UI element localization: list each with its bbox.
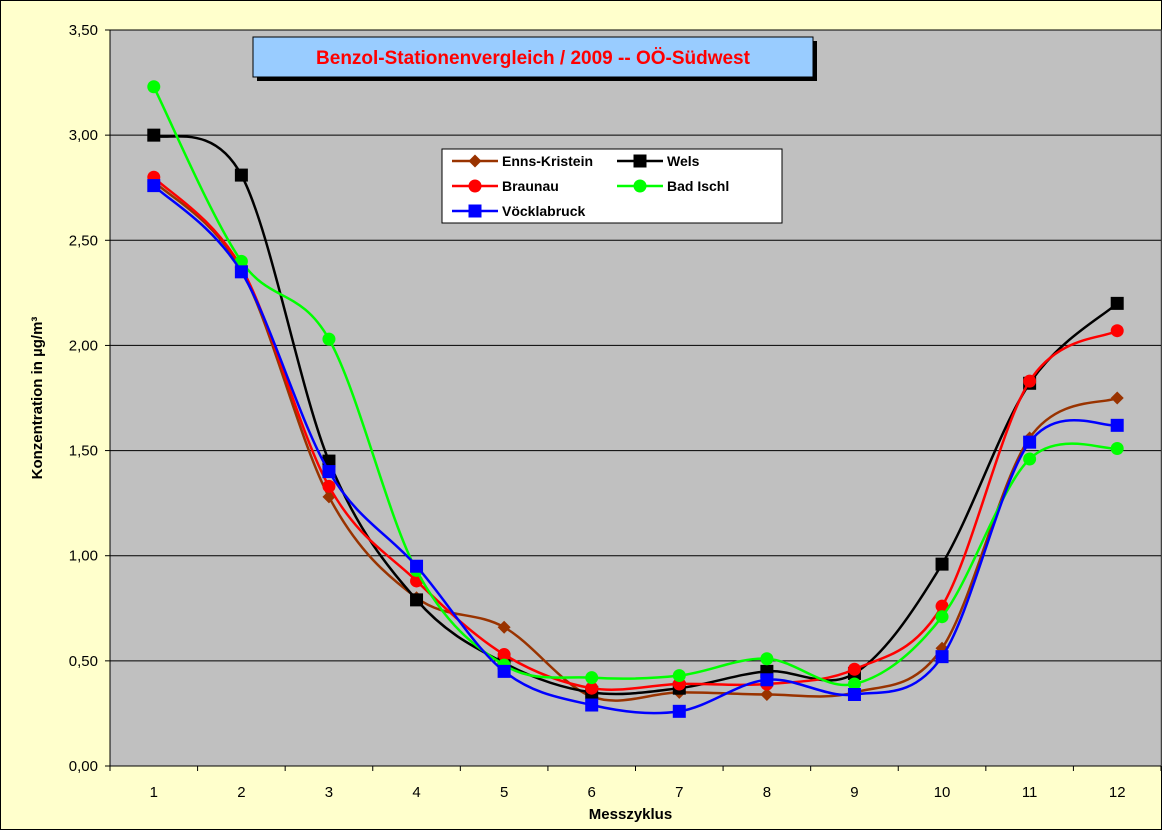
data-point-wels bbox=[234, 168, 248, 182]
x-tick-label: 9 bbox=[850, 784, 858, 801]
legend-marker-v-cklabruck bbox=[468, 204, 482, 218]
legend-label-wels: Wels bbox=[667, 153, 700, 169]
x-tick-label: 7 bbox=[675, 784, 683, 801]
y-tick-label: 0,00 bbox=[69, 758, 98, 775]
series-line-v-cklabruck bbox=[152, 184, 1118, 715]
data-point-v-cklabruck bbox=[760, 673, 774, 687]
data-point-wels bbox=[1110, 296, 1124, 310]
data-point-bad-ischl bbox=[760, 652, 774, 666]
x-tick-label: 3 bbox=[325, 784, 333, 801]
data-point-braunau bbox=[1110, 324, 1124, 338]
data-point-v-cklabruck bbox=[410, 559, 424, 573]
x-tick-label: 8 bbox=[763, 784, 771, 801]
series-line-bad-ischl bbox=[152, 86, 1118, 687]
series-line-enns-kristein bbox=[152, 180, 1118, 702]
x-tick-label: 2 bbox=[237, 784, 245, 801]
legend: Enns-Kristein Wels Braunau Bad Ischl Vöcklab… bbox=[441, 148, 783, 224]
chart-title-text: Benzol-Stationenvergleich / 2009 -- OÖ-S… bbox=[316, 48, 751, 69]
legend-label-v-cklabruck: Vöcklabruck bbox=[502, 203, 585, 219]
y-tick-label: 1,50 bbox=[69, 443, 98, 460]
x-axis-label: Messzyklus bbox=[589, 806, 672, 823]
y-tick-label: 3,00 bbox=[69, 127, 98, 144]
legend-marker-bad-ischl bbox=[633, 179, 647, 193]
data-point-braunau bbox=[585, 681, 599, 695]
data-point-v-cklabruck bbox=[847, 688, 861, 702]
data-point-v-cklabruck bbox=[497, 664, 511, 678]
data-point-enns-kristein bbox=[760, 688, 774, 702]
data-point-v-cklabruck bbox=[147, 179, 161, 193]
y-tick-label: 0,50 bbox=[69, 653, 98, 670]
series-line-wels bbox=[153, 133, 1119, 696]
data-point-braunau bbox=[322, 479, 336, 493]
y-tick-label: 3,50 bbox=[69, 22, 98, 39]
x-tick-label: 6 bbox=[588, 784, 596, 801]
data-point-enns-kristein bbox=[497, 620, 511, 634]
data-point-wels bbox=[147, 128, 161, 142]
data-point-enns-kristein bbox=[1110, 391, 1124, 405]
data-point-wels bbox=[410, 593, 424, 607]
y-tick-label: 2,50 bbox=[69, 232, 98, 249]
legend-box bbox=[441, 148, 783, 224]
chart-title: Benzol-Stationenvergleich / 2009 -- OÖ-S… bbox=[252, 36, 817, 81]
y-axis-label: Konzentration in µg/m³ bbox=[29, 317, 46, 480]
data-point-v-cklabruck bbox=[935, 650, 949, 664]
series-line-braunau bbox=[152, 176, 1118, 691]
data-point-v-cklabruck bbox=[1110, 418, 1124, 432]
legend-label-braunau: Braunau bbox=[502, 178, 559, 194]
x-tick-label: 4 bbox=[412, 784, 420, 801]
plot-area bbox=[109, 29, 1162, 767]
data-point-bad-ischl bbox=[847, 677, 861, 691]
data-point-bad-ischl bbox=[585, 671, 599, 685]
series-v-cklabruck bbox=[147, 179, 1124, 718]
x-tick-label: 10 bbox=[934, 784, 951, 801]
legend-label-enns-kristein: Enns-Kristein bbox=[502, 153, 593, 169]
data-point-v-cklabruck bbox=[234, 265, 248, 279]
x-tick-label: 12 bbox=[1109, 784, 1126, 801]
data-point-bad-ischl bbox=[672, 669, 686, 683]
x-tick-label: 1 bbox=[150, 784, 158, 801]
data-point-bad-ischl bbox=[1023, 452, 1037, 466]
data-point-bad-ischl bbox=[935, 610, 949, 624]
data-point-braunau bbox=[1023, 374, 1037, 388]
legend-marker-enns-kristein bbox=[468, 154, 482, 168]
legend-label-bad-ischl: Bad Ischl bbox=[667, 178, 729, 194]
data-point-wels bbox=[935, 557, 949, 571]
x-tick-label: 11 bbox=[1022, 784, 1038, 801]
data-point-braunau bbox=[847, 662, 861, 676]
data-point-bad-ischl bbox=[147, 80, 161, 94]
y-tick-label: 2,00 bbox=[69, 337, 98, 354]
data-point-braunau bbox=[935, 599, 949, 613]
x-tick-label: 5 bbox=[500, 784, 508, 801]
data-point-v-cklabruck bbox=[585, 698, 599, 712]
legend-marker-braunau bbox=[468, 179, 482, 193]
legend-marker-wels bbox=[633, 154, 647, 168]
data-point-v-cklabruck bbox=[672, 704, 686, 718]
data-point-bad-ischl bbox=[322, 332, 336, 346]
data-point-v-cklabruck bbox=[1023, 435, 1037, 449]
data-point-bad-ischl bbox=[1110, 441, 1124, 455]
title-box bbox=[252, 36, 814, 78]
data-point-v-cklabruck bbox=[322, 465, 336, 479]
data-point-braunau bbox=[497, 648, 511, 662]
y-tick-label: 1,00 bbox=[69, 548, 98, 565]
